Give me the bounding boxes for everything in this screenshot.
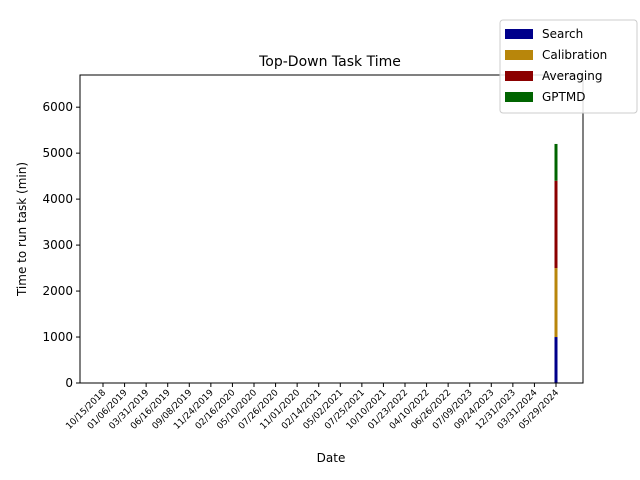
- legend-label-gptmd: GPTMD: [542, 90, 585, 104]
- chart-title: Top-Down Task Time: [258, 54, 401, 70]
- x-axis-label: Date: [317, 451, 346, 465]
- y-tick-label: 2000: [42, 284, 73, 298]
- y-tick-label: 6000: [42, 100, 73, 114]
- bar-gptmd-21: [554, 143, 558, 181]
- y-axis-label: Time to run task (min): [15, 162, 29, 297]
- legend-label-calibration: Calibration: [542, 48, 607, 62]
- legend-box: [499, 19, 638, 114]
- legend-label-search: Search: [542, 27, 583, 41]
- legend-swatch-averaging: [505, 71, 533, 81]
- bar-search-21: [554, 337, 558, 383]
- legend-swatch-calibration: [505, 50, 533, 60]
- bar-calibration-21: [554, 268, 558, 338]
- plot-area-frame: [79, 74, 584, 384]
- legend-swatch-gptmd: [505, 92, 533, 102]
- legend: Search Calibration Averaging GPTMD: [499, 19, 638, 114]
- y-axis: 0 1000 2000 3000 4000 5000 6000: [42, 100, 80, 390]
- legend-swatch-search: [505, 29, 533, 39]
- y-tick-label: 1000: [42, 330, 73, 344]
- legend-label-averaging: Averaging: [542, 69, 602, 83]
- y-tick-label: 5000: [42, 146, 73, 160]
- bar-averaging-21: [554, 180, 558, 269]
- y-tick-label: 4000: [42, 192, 73, 206]
- x-axis: 10/15/201801/06/201903/31/201906/16/2019…: [64, 383, 561, 432]
- bars: [554, 143, 558, 383]
- y-tick-label: 0: [65, 376, 73, 390]
- y-tick-label: 3000: [42, 238, 73, 252]
